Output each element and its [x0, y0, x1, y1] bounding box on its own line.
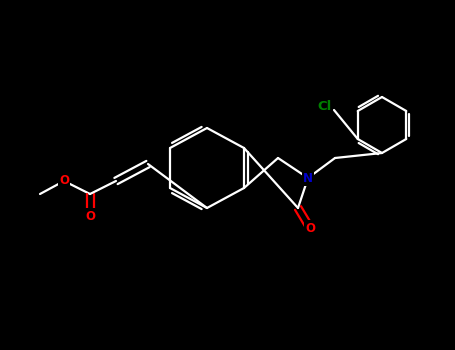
Text: N: N: [303, 172, 313, 184]
Text: O: O: [85, 210, 95, 223]
Text: Cl: Cl: [318, 100, 332, 113]
Text: O: O: [305, 222, 315, 235]
Text: O: O: [59, 175, 69, 188]
